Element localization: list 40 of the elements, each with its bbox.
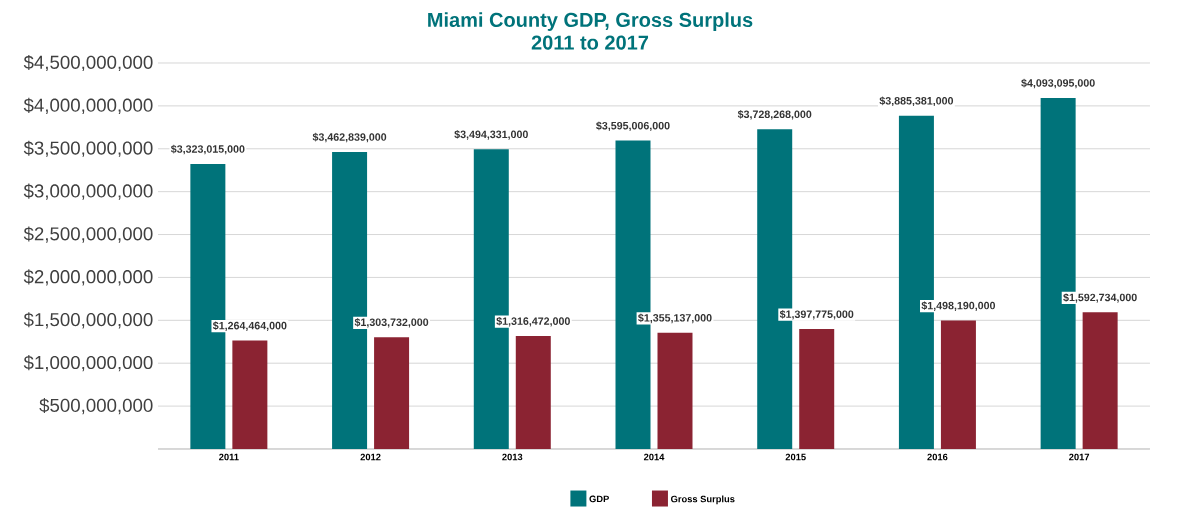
x-tick-label: 2011 <box>219 453 239 461</box>
data-label: $3,323,015,000 <box>170 144 245 155</box>
y-tick-label: $2,000,000,000 <box>23 269 153 286</box>
data-label: $3,462,839,000 <box>312 132 387 143</box>
bar <box>657 332 693 449</box>
bar <box>374 337 410 449</box>
data-label: $1,316,472,000 <box>496 316 570 327</box>
data-label: $3,494,331,000 <box>454 130 528 140</box>
x-tick-label: 2013 <box>502 453 523 461</box>
data-label: $3,595,006,000 <box>596 121 670 132</box>
chart-title: Miami County GDP, Gross Surplus 2011 to 2017 <box>428 12 753 50</box>
x-tick-label: 2014 <box>643 453 665 461</box>
data-label: $1,355,137,000 <box>638 313 712 324</box>
bar <box>940 320 976 449</box>
y-tick-label: $500,000,000 <box>39 397 153 415</box>
data-label: $1,303,732,000 <box>354 317 429 328</box>
y-tick-label: $3,000,000,000 <box>23 183 153 200</box>
data-label: $1,264,464,000 <box>212 321 287 331</box>
x-tick-label: 2016 <box>927 453 948 461</box>
legend-label: GDP <box>589 495 609 503</box>
legend-label: Gross Surplus <box>671 495 735 505</box>
data-label: $1,498,190,000 <box>921 301 996 311</box>
data-label: $3,728,268,000 <box>737 110 812 120</box>
bar <box>515 336 551 449</box>
y-tick-label: $1,500,000,000 <box>23 312 153 329</box>
data-label: $1,592,734,000 <box>1063 293 1137 303</box>
y-tick-label: $3,500,000,000 <box>23 140 153 157</box>
bar <box>799 329 835 449</box>
x-tick-label: 2015 <box>785 453 806 461</box>
bar <box>232 340 268 449</box>
x-tick-label: 2017 <box>1069 453 1090 461</box>
y-tick-label: $1,000,000,000 <box>23 355 153 372</box>
bar <box>1082 312 1118 449</box>
y-tick-label: $2,500,000,000 <box>23 226 153 243</box>
data-label: $4,093,095,000 <box>1021 78 1095 89</box>
data-label: $3,885,381,000 <box>879 96 954 107</box>
y-tick-label: $4,000,000,000 <box>23 97 153 114</box>
x-tick-label: 2012 <box>360 453 381 461</box>
data-label: $1,397,775,000 <box>779 309 854 320</box>
y-tick-label: $4,500,000,000 <box>23 54 153 72</box>
